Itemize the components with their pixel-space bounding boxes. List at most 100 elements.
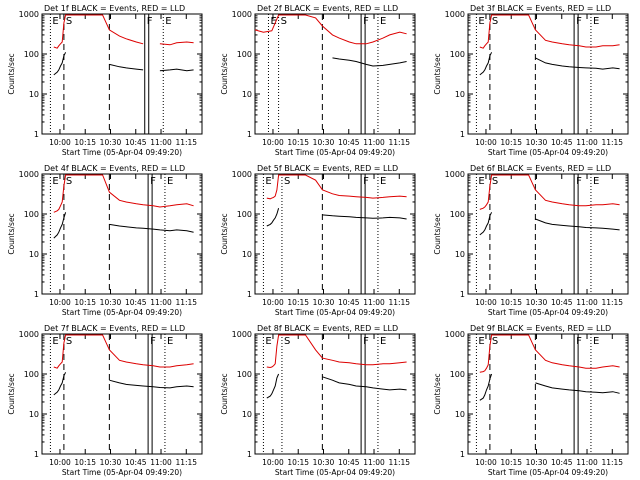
y-tick-label: 1	[460, 450, 465, 459]
x-tick-label: 10:15	[287, 138, 309, 147]
panel-4: Det 4f BLACK = Events, RED = LLD 1 10 100 10…	[7, 164, 203, 317]
x-tick-label: 10:30	[100, 458, 122, 467]
y-tick-label: 100	[450, 210, 465, 219]
panel-title: Det 2f BLACK = Events, RED = LLD	[257, 4, 398, 13]
x-axis-label: Start Time (05-Apr-04 09:49:20)	[488, 468, 608, 477]
x-tick-label: 11:00	[363, 458, 385, 467]
time-marker-label: S	[66, 16, 72, 27]
panel-1: Det 1f BLACK = Events, RED = LLD 1 10 100 10…	[7, 4, 203, 157]
y-tick-label: 1000	[232, 170, 252, 179]
series-lld-line	[53, 174, 194, 213]
plot-frame	[467, 333, 629, 455]
y-tick-label: 1000	[232, 330, 252, 339]
time-marker-label: F	[150, 336, 156, 347]
panel-title: Det 8f BLACK = Events, RED = LLD	[257, 324, 398, 333]
x-tick-label: 10:30	[526, 298, 548, 307]
x-axis-label: Start Time (05-Apr-04 09:49:20)	[62, 308, 182, 317]
series-events-line	[53, 52, 194, 76]
x-axis-label: Start Time (05-Apr-04 09:49:20)	[488, 148, 608, 157]
time-marker-label: E	[167, 336, 173, 347]
x-tick-label: 11:00	[576, 458, 598, 467]
x-tick-label: 10:30	[313, 298, 335, 307]
x-tick-label: 10:45	[125, 138, 147, 147]
series-lld-line	[53, 14, 194, 49]
time-marker-label: E	[478, 176, 484, 187]
time-marker-label: E	[593, 176, 599, 187]
y-axis-label: Counts/sec	[7, 53, 16, 94]
x-tick-label: 10:30	[313, 138, 335, 147]
series-events-line	[479, 373, 620, 401]
panel-9: Det 9f BLACK = Events, RED = LLD 1 10 100 10…	[433, 324, 629, 477]
time-marker-label: F	[576, 336, 582, 347]
series-events-line	[53, 212, 194, 239]
x-tick-label: 11:00	[150, 298, 172, 307]
time-marker-label: S	[492, 336, 498, 347]
panel-2: Det 2f BLACK = Events, RED = LLD 1 10 100 10…	[220, 4, 416, 157]
x-axis-label: Start Time (05-Apr-04 09:49:20)	[275, 148, 395, 157]
x-tick-label: 10:15	[287, 458, 309, 467]
time-marker-label: E	[380, 16, 386, 27]
y-axis-label: Counts/sec	[220, 213, 229, 254]
time-marker-label: S	[284, 176, 290, 187]
y-tick-label: 10	[455, 410, 465, 419]
x-tick-label: 10:00	[475, 138, 497, 147]
y-tick-label: 10	[242, 250, 252, 259]
time-marker-label: E	[165, 16, 171, 27]
y-tick-label: 10	[29, 90, 39, 99]
time-marker-label: E	[52, 176, 58, 187]
panel-title: Det 7f BLACK = Events, RED = LLD	[44, 324, 185, 333]
x-axis-label: Start Time (05-Apr-04 09:49:20)	[275, 308, 395, 317]
panel-title: Det 4f BLACK = Events, RED = LLD	[44, 164, 185, 173]
time-marker-label: F	[576, 16, 582, 27]
x-tick-label: 10:15	[74, 458, 96, 467]
y-tick-label: 1	[34, 450, 39, 459]
series-lld-line	[266, 334, 407, 369]
time-marker-label: S	[284, 336, 290, 347]
y-axis-label: Counts/sec	[7, 373, 16, 414]
x-tick-label: 10:00	[475, 298, 497, 307]
y-axis-label: Counts/sec	[220, 373, 229, 414]
x-tick-label: 10:15	[500, 458, 522, 467]
x-tick-label: 10:00	[49, 298, 71, 307]
plot-frame	[254, 173, 416, 295]
time-marker-label: F	[363, 16, 369, 27]
x-tick-label: 11:15	[175, 138, 197, 147]
x-tick-label: 10:45	[125, 458, 147, 467]
x-axis-label: Start Time (05-Apr-04 09:49:20)	[488, 308, 608, 317]
y-tick-label: 1	[34, 290, 39, 299]
series-lld-line	[479, 174, 620, 210]
time-marker-label: E	[265, 176, 271, 187]
x-tick-label: 11:15	[601, 138, 623, 147]
time-marker-label: S	[66, 336, 72, 347]
x-axis-label: Start Time (05-Apr-04 09:49:20)	[275, 468, 395, 477]
y-tick-label: 1000	[19, 170, 39, 179]
time-marker-label: S	[66, 176, 72, 187]
x-axis-label: Start Time (05-Apr-04 09:49:20)	[62, 148, 182, 157]
x-tick-label: 11:15	[388, 138, 410, 147]
y-tick-label: 1000	[445, 170, 465, 179]
panel-title: Det 3f BLACK = Events, RED = LLD	[470, 4, 611, 13]
panel-title: Det 9f BLACK = Events, RED = LLD	[470, 324, 611, 333]
x-tick-label: 10:00	[49, 458, 71, 467]
plot-frame	[41, 333, 203, 455]
plot-frame	[41, 13, 203, 135]
x-tick-label: 11:15	[601, 458, 623, 467]
plot-frame	[254, 13, 416, 135]
y-tick-label: 10	[455, 250, 465, 259]
y-tick-label: 10	[242, 410, 252, 419]
y-tick-label: 100	[24, 370, 39, 379]
series-lld-line	[479, 14, 620, 49]
x-tick-label: 10:45	[551, 298, 573, 307]
y-axis-label: Counts/sec	[433, 373, 442, 414]
panel-8: Det 8f BLACK = Events, RED = LLD 1 10 100 10…	[220, 324, 416, 477]
y-axis-label: Counts/sec	[433, 53, 442, 94]
y-tick-label: 1	[247, 450, 252, 459]
panel-title: Det 1f BLACK = Events, RED = LLD	[44, 4, 185, 13]
series-events-line	[332, 57, 407, 67]
time-marker-label: F	[363, 176, 369, 187]
x-tick-label: 10:30	[526, 138, 548, 147]
y-tick-label: 1000	[232, 10, 252, 19]
y-tick-label: 100	[24, 210, 39, 219]
y-tick-label: 10	[29, 410, 39, 419]
x-tick-label: 10:30	[100, 138, 122, 147]
